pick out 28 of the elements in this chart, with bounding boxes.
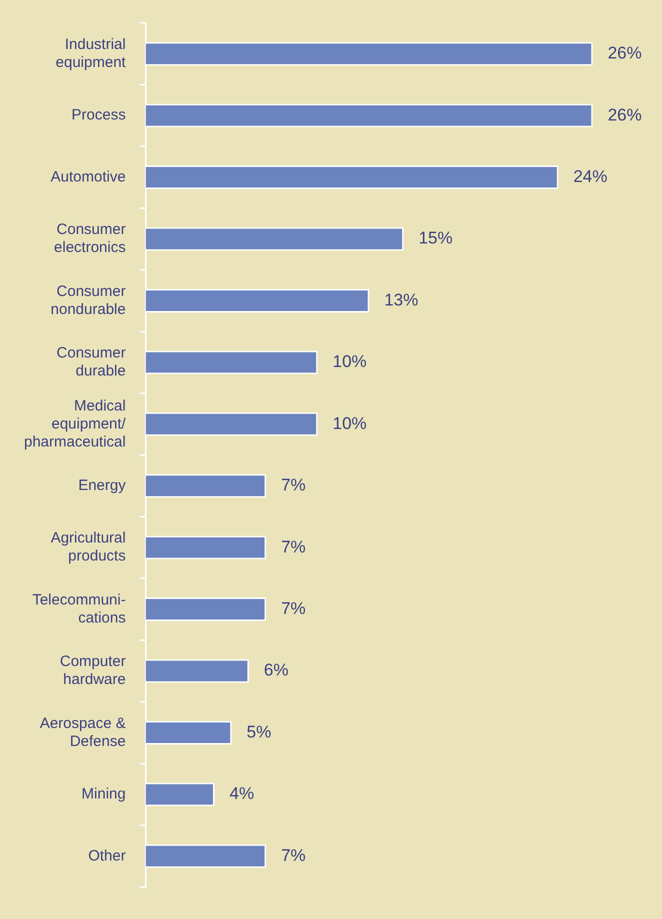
- y-tick-label: Process: [72, 106, 126, 124]
- data-label: 4%: [229, 784, 254, 804]
- y-tick-label: Agricultural products: [50, 530, 126, 565]
- y-tick-label: Industrial equipment: [56, 36, 127, 71]
- data-label: 6%: [264, 660, 288, 680]
- y-tick-label: Consumer electronics: [54, 221, 126, 256]
- data-label: 7%: [281, 537, 306, 556]
- data-label: 5%: [246, 722, 272, 742]
- data-label: 24%: [573, 166, 608, 186]
- y-tick-label: Automotive: [50, 168, 126, 186]
- data-label: 7%: [281, 598, 306, 618]
- data-label: 7%: [281, 476, 306, 495]
- data-label: 7%: [281, 846, 306, 865]
- y-tick-label: Consumer durable: [56, 344, 126, 380]
- data-label: 26%: [608, 105, 642, 124]
- y-tick-label: Other: [88, 847, 126, 864]
- data-label: 15%: [418, 228, 453, 248]
- data-label: 10%: [332, 352, 367, 372]
- y-tick-label: Aerospace & Defense: [40, 714, 126, 750]
- y-tick-label: Medical equipment/pharmaceutical: [24, 397, 127, 450]
- y-tick-label: Telecommuni-cations: [32, 591, 126, 626]
- y-tick-label: Energy: [78, 477, 126, 494]
- data-label: 10%: [332, 414, 367, 433]
- y-tick-label: Consumer nondurable: [50, 282, 126, 318]
- data-label: 13%: [384, 290, 418, 310]
- y-tick-label: Computer hardware: [60, 653, 126, 688]
- y-tick-label: Mining: [82, 786, 126, 803]
- data-label: 26%: [608, 44, 642, 63]
